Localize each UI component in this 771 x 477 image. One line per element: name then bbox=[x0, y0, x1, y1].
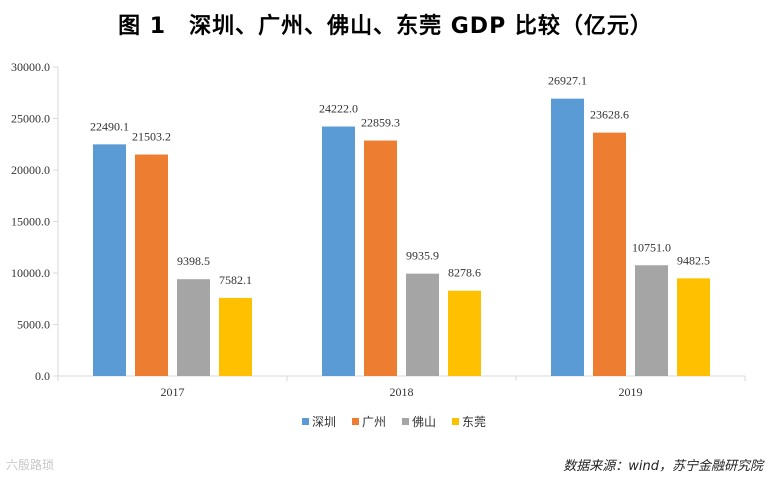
data-label: 9935.9 bbox=[406, 249, 439, 263]
y-tick-label: 30000.0 bbox=[11, 60, 50, 74]
bar-佛山-2019 bbox=[635, 265, 668, 376]
watermark: 六殷路琐 bbox=[6, 458, 55, 472]
chart-title: 图 1 深圳、广州、佛山、东莞 GDP 比较（亿元） bbox=[118, 14, 653, 39]
x-tick-label: 2018 bbox=[390, 385, 414, 399]
legend-swatch-广州 bbox=[352, 418, 359, 425]
bar-东莞-2017 bbox=[219, 297, 252, 376]
data-label: 9398.5 bbox=[177, 254, 210, 268]
y-tick-label: 0.0 bbox=[35, 369, 50, 383]
bar-深圳-2019 bbox=[551, 98, 584, 376]
data-label: 8278.6 bbox=[448, 266, 481, 280]
legend-label: 佛山 bbox=[412, 415, 436, 429]
bar-东莞-2019 bbox=[677, 278, 710, 376]
data-label: 7582.1 bbox=[219, 273, 252, 287]
bar-佛山-2017 bbox=[177, 279, 210, 376]
bar-深圳-2018 bbox=[322, 126, 355, 376]
bar-东莞-2018 bbox=[448, 290, 481, 376]
bar-佛山-2018 bbox=[406, 273, 439, 376]
legend-swatch-佛山 bbox=[402, 418, 409, 425]
source-note: 数据来源：wind，苏宁金融研究院 bbox=[563, 459, 763, 474]
data-label: 22490.1 bbox=[90, 119, 129, 133]
legend-label: 东莞 bbox=[462, 415, 486, 429]
bar-广州-2019 bbox=[593, 132, 626, 376]
legend-label: 深圳 bbox=[312, 415, 336, 429]
x-tick-label: 2017 bbox=[161, 385, 185, 399]
y-tick-label: 5000.0 bbox=[17, 318, 50, 332]
legend-label: 广州 bbox=[362, 415, 386, 429]
data-label: 9482.5 bbox=[677, 253, 710, 267]
data-label: 21503.2 bbox=[132, 130, 171, 144]
data-label: 22859.3 bbox=[361, 116, 400, 130]
data-label: 10751.0 bbox=[632, 240, 671, 254]
y-tick-label: 15000.0 bbox=[11, 215, 50, 229]
data-label: 24222.0 bbox=[319, 102, 358, 116]
bar-广州-2017 bbox=[135, 154, 168, 376]
legend-swatch-深圳 bbox=[302, 418, 309, 425]
x-tick-label: 2019 bbox=[619, 385, 643, 399]
data-label: 26927.1 bbox=[548, 74, 587, 88]
y-tick-label: 20000.0 bbox=[11, 163, 50, 177]
legend-swatch-东莞 bbox=[452, 418, 459, 425]
y-tick-label: 10000.0 bbox=[11, 266, 50, 280]
y-tick-label: 25000.0 bbox=[11, 112, 50, 126]
bar-深圳-2017 bbox=[93, 144, 126, 376]
data-label: 23628.6 bbox=[590, 108, 629, 122]
bar-广州-2018 bbox=[364, 140, 397, 376]
